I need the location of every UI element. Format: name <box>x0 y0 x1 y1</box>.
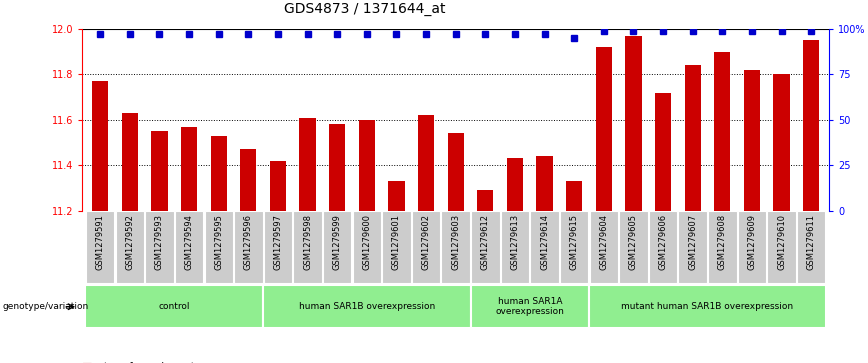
Text: GDS4873 / 1371644_at: GDS4873 / 1371644_at <box>284 2 445 16</box>
Bar <box>536 156 553 211</box>
Bar <box>329 124 345 211</box>
Bar <box>92 81 108 211</box>
Bar <box>773 74 790 211</box>
Text: GSM1279607: GSM1279607 <box>688 214 697 270</box>
Text: GSM1279593: GSM1279593 <box>155 214 164 270</box>
Bar <box>767 211 796 283</box>
Bar <box>86 211 115 283</box>
Bar <box>738 211 766 283</box>
Text: GSM1279591: GSM1279591 <box>95 214 105 270</box>
Text: GSM1279603: GSM1279603 <box>451 214 460 270</box>
Text: GSM1279602: GSM1279602 <box>422 214 431 270</box>
Text: genotype/variation: genotype/variation <box>3 302 89 311</box>
Text: GSM1279614: GSM1279614 <box>540 214 549 270</box>
Text: ■: ■ <box>82 362 93 363</box>
Text: transformed count: transformed count <box>104 362 195 363</box>
Bar <box>501 211 529 283</box>
Bar <box>145 211 174 283</box>
Text: GSM1279596: GSM1279596 <box>244 214 253 270</box>
Text: GSM1279611: GSM1279611 <box>806 214 816 270</box>
Bar <box>358 120 375 211</box>
Bar <box>589 285 826 328</box>
Bar <box>560 211 589 283</box>
Bar <box>293 211 322 283</box>
Bar <box>442 211 470 283</box>
Bar <box>270 160 286 211</box>
Bar <box>122 113 138 211</box>
Bar <box>263 285 470 328</box>
Text: GSM1279610: GSM1279610 <box>777 214 786 270</box>
Text: GSM1279604: GSM1279604 <box>599 214 608 270</box>
Bar <box>418 115 434 211</box>
Text: GSM1279600: GSM1279600 <box>362 214 372 270</box>
Text: GSM1279606: GSM1279606 <box>659 214 667 270</box>
Text: human SAR1A
overexpression: human SAR1A overexpression <box>496 297 564 317</box>
Bar <box>714 52 731 211</box>
Bar <box>264 211 293 283</box>
Bar <box>388 181 404 211</box>
Text: GSM1279594: GSM1279594 <box>185 214 194 270</box>
Bar <box>589 211 618 283</box>
Bar <box>211 136 227 211</box>
Bar <box>655 93 671 211</box>
Text: control: control <box>159 302 190 311</box>
Bar <box>595 47 612 211</box>
Bar <box>649 211 677 283</box>
Text: mutant human SAR1B overexpression: mutant human SAR1B overexpression <box>621 302 793 311</box>
Bar <box>679 211 707 283</box>
Bar <box>174 211 203 283</box>
Text: GSM1279598: GSM1279598 <box>303 214 312 270</box>
Text: GSM1279599: GSM1279599 <box>332 214 342 270</box>
Bar <box>448 134 464 211</box>
Bar <box>411 211 440 283</box>
Bar <box>797 211 825 283</box>
Bar <box>566 181 582 211</box>
Bar <box>151 131 168 211</box>
Bar <box>181 127 197 211</box>
Bar <box>299 118 316 211</box>
Bar <box>619 211 648 283</box>
Bar <box>507 158 523 211</box>
Bar <box>685 65 700 211</box>
Text: GSM1279615: GSM1279615 <box>569 214 579 270</box>
Bar <box>85 285 263 328</box>
Bar <box>803 40 819 211</box>
Bar <box>625 36 641 211</box>
Text: GSM1279613: GSM1279613 <box>510 214 519 270</box>
Bar <box>352 211 381 283</box>
Bar <box>530 211 559 283</box>
Text: GSM1279595: GSM1279595 <box>214 214 223 270</box>
Bar <box>205 211 233 283</box>
Text: GSM1279608: GSM1279608 <box>718 214 727 270</box>
Text: GSM1279597: GSM1279597 <box>273 214 282 270</box>
Text: GSM1279605: GSM1279605 <box>629 214 638 270</box>
Bar <box>477 190 494 211</box>
Bar <box>240 149 256 211</box>
Bar <box>234 211 262 283</box>
Bar <box>744 70 760 211</box>
Bar <box>708 211 737 283</box>
Text: GSM1279592: GSM1279592 <box>125 214 135 270</box>
Bar <box>323 211 352 283</box>
Bar <box>471 211 500 283</box>
Bar <box>115 211 144 283</box>
Bar <box>470 285 589 328</box>
Text: GSM1279601: GSM1279601 <box>392 214 401 270</box>
Text: GSM1279612: GSM1279612 <box>481 214 490 270</box>
Text: human SAR1B overexpression: human SAR1B overexpression <box>299 302 435 311</box>
Bar <box>382 211 411 283</box>
Text: GSM1279609: GSM1279609 <box>747 214 756 270</box>
